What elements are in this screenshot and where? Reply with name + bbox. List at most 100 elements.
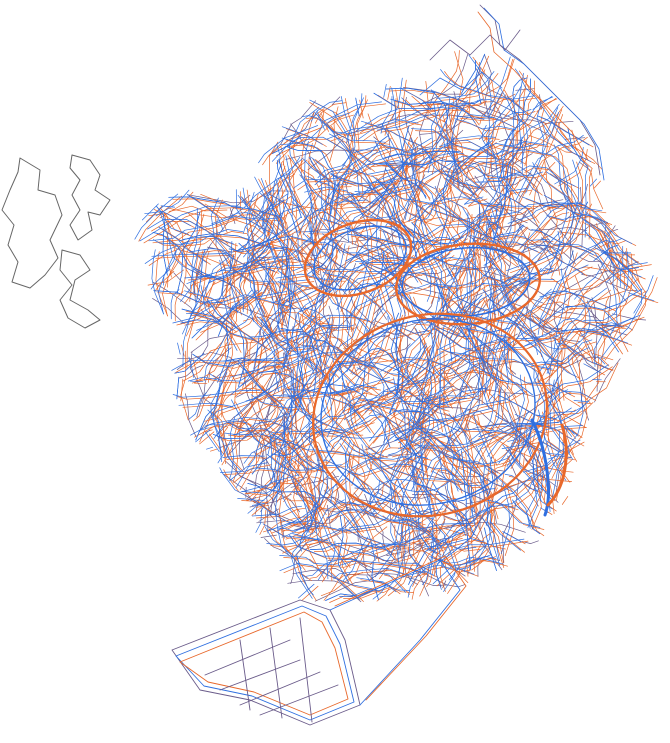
- street-segment: [277, 281, 355, 329]
- street-segment: [372, 585, 386, 600]
- street-segment: [427, 253, 442, 338]
- street-segment: [217, 439, 232, 464]
- street-segment: [482, 289, 550, 375]
- street-segment: [323, 490, 378, 514]
- street-segment: [307, 243, 383, 264]
- street-segment: [467, 328, 567, 352]
- street-segment: [292, 568, 389, 576]
- street-segment: [542, 238, 628, 288]
- street-segment: [422, 150, 533, 170]
- street-segment: [414, 438, 483, 447]
- street-segment: [184, 393, 197, 437]
- street-segment: [344, 98, 358, 142]
- street-segment: [297, 285, 341, 379]
- street-segment: [603, 310, 619, 327]
- street-segment: [191, 318, 212, 339]
- street-segment: [237, 194, 291, 301]
- north-mountain-roads: [419, 4, 605, 181]
- blue-layer: [134, 53, 655, 601]
- street-segment: [462, 191, 493, 240]
- street-segment: [411, 128, 490, 156]
- street-segment: [204, 287, 242, 353]
- street-segment: [238, 371, 306, 388]
- street-segment: [474, 172, 521, 183]
- street-segment: [160, 208, 172, 278]
- street-segment: [471, 356, 508, 445]
- street-segment: [452, 566, 475, 575]
- street-segment: [395, 388, 457, 472]
- street-segment: [520, 165, 576, 187]
- street-segment: [442, 102, 483, 122]
- street-segment: [627, 292, 655, 302]
- street-segment: [391, 87, 410, 167]
- street-segment: [479, 332, 490, 409]
- street-segment: [432, 554, 492, 585]
- street-segment: [348, 391, 413, 423]
- street-segment: [299, 286, 328, 331]
- street-segment: [286, 370, 299, 485]
- street-segment: [545, 171, 583, 217]
- street-segment: [514, 68, 574, 149]
- street-segment: [555, 381, 581, 407]
- street-segment: [427, 101, 444, 174]
- street-segment: [346, 93, 363, 144]
- street-segment: [233, 389, 275, 482]
- street-segment: [210, 370, 312, 419]
- street-segment: [513, 408, 587, 454]
- street-segment: [254, 285, 324, 364]
- street-segment: [254, 176, 301, 262]
- street-segment: [230, 326, 294, 396]
- street-segment: [415, 151, 465, 172]
- street-segment: [221, 441, 236, 466]
- street-segment: [347, 234, 414, 248]
- street-segment: [196, 352, 256, 418]
- street-segment: [442, 580, 447, 589]
- street-segment: [379, 581, 410, 591]
- street-segment: [418, 469, 473, 525]
- street-segment: [368, 176, 402, 227]
- street-segment: [631, 294, 659, 304]
- street-segment: [433, 102, 462, 171]
- street-segment: [574, 256, 609, 300]
- street-segment: [450, 509, 481, 547]
- street-segment: [504, 474, 538, 491]
- street-segment: [255, 507, 263, 533]
- street-segment: [293, 108, 324, 236]
- street-segment: [409, 184, 448, 249]
- street-segment: [190, 334, 232, 353]
- street-segment: [248, 316, 316, 338]
- street-segment: [306, 175, 382, 220]
- street-segment: [504, 241, 530, 356]
- street-segment: [380, 114, 440, 133]
- street-segment: [218, 301, 239, 337]
- street-segment: [487, 456, 494, 496]
- street-segment: [410, 369, 517, 398]
- street-segment: [151, 252, 231, 257]
- street-segment: [410, 221, 502, 263]
- street-segment: [255, 360, 323, 471]
- street-segment: [422, 183, 457, 250]
- street-segment: [228, 172, 291, 220]
- street-segment: [414, 236, 453, 256]
- street-segment: [366, 575, 371, 582]
- street-segment: [600, 252, 642, 359]
- street-segment: [525, 347, 590, 367]
- street-segment: [487, 341, 506, 399]
- street-segment: [380, 255, 402, 288]
- street-segment: [178, 364, 204, 379]
- street-segment: [472, 56, 496, 118]
- street-segment: [180, 350, 189, 421]
- street-segment: [546, 287, 607, 374]
- street-segment: [583, 363, 602, 374]
- street-segment: [349, 137, 432, 177]
- street-segment: [477, 425, 544, 448]
- street-segment: [612, 313, 647, 321]
- street-segment: [262, 523, 329, 541]
- street-segment: [455, 267, 459, 295]
- port-district: [171, 555, 467, 726]
- street-segment: [200, 285, 238, 351]
- street-segment: [308, 245, 341, 279]
- street-segment: [502, 201, 589, 284]
- street-segment: [491, 208, 498, 258]
- street-segment: [421, 399, 472, 425]
